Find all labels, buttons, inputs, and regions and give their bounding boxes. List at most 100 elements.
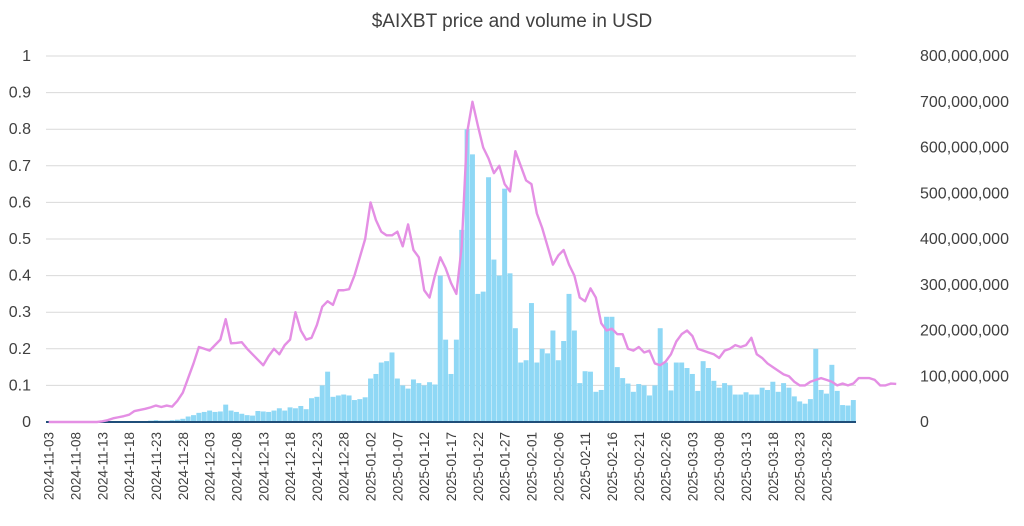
volume-bar	[271, 410, 277, 422]
volume-bar	[196, 412, 202, 422]
volume-bar	[598, 389, 604, 422]
volume-bar	[368, 378, 374, 422]
volume-bar	[679, 362, 685, 422]
volume-bar	[609, 316, 615, 422]
right-axis-ticks: 0 100,000,000 200,000,000 300,000,000 400,00…	[920, 48, 1009, 431]
volume-bar	[341, 394, 347, 422]
volume-bar	[641, 385, 647, 422]
volume-bar	[775, 391, 781, 422]
volume-bar	[351, 400, 357, 422]
volume-bars	[126, 129, 856, 423]
volume-bar	[357, 399, 363, 422]
x-tick-label: 2025-02-01	[524, 432, 539, 501]
volume-bar	[523, 360, 529, 422]
volume-bar	[453, 339, 459, 422]
x-tick-label: 2025-01-07	[390, 432, 405, 501]
x-tick-label: 2025-01-27	[498, 432, 513, 501]
volume-bar	[502, 188, 508, 422]
volume-bar	[362, 397, 368, 422]
volume-bar	[738, 394, 744, 422]
volume-bar	[287, 407, 293, 422]
chart-title: $AIXBT price and volume in USD	[372, 11, 653, 32]
right-tick-label: 800,000,000	[920, 48, 1009, 65]
x-tick-label: 2025-02-06	[551, 432, 566, 501]
volume-bar	[743, 392, 749, 422]
volume-bar	[405, 388, 411, 422]
volume-bar	[276, 408, 282, 422]
volume-bar	[518, 362, 524, 422]
x-tick-label: 2024-11-28	[176, 432, 191, 500]
left-tick-label: 0.4	[9, 268, 31, 285]
volume-bar	[765, 389, 770, 422]
x-tick-label: 2025-03-13	[739, 432, 754, 501]
volume-bar	[625, 383, 631, 422]
volume-bar	[834, 390, 840, 422]
volume-bar	[239, 413, 245, 422]
volume-bar	[266, 411, 272, 422]
volume-bar	[824, 393, 829, 422]
volume-bar	[566, 293, 572, 422]
right-tick-label: 300,000,000	[920, 277, 1009, 294]
volume-bar	[711, 380, 717, 422]
volume-bar	[845, 405, 851, 422]
volume-bar	[684, 368, 690, 422]
volume-bar	[394, 378, 400, 422]
x-tick-label: 2025-03-23	[793, 432, 808, 501]
x-tick-label: 2024-12-13	[256, 432, 271, 501]
x-tick-label: 2024-11-18	[122, 432, 137, 500]
volume-bar	[770, 381, 776, 422]
right-tick-label: 0	[920, 414, 929, 431]
volume-bar	[459, 229, 465, 422]
left-tick-label: 0.8	[9, 121, 31, 138]
volume-bar	[577, 383, 583, 422]
right-tick-label: 400,000,000	[920, 231, 1009, 248]
volume-bar	[695, 390, 701, 422]
volume-bar	[378, 362, 384, 422]
x-tick-label: 2025-01-17	[444, 432, 459, 501]
right-tick-label: 200,000,000	[920, 323, 1009, 340]
x-tick-label: 2024-12-18	[283, 432, 298, 501]
volume-bar	[748, 394, 754, 422]
volume-bar	[829, 364, 835, 422]
volume-bar	[657, 328, 663, 422]
volume-bar	[689, 373, 695, 422]
volume-bar	[212, 411, 218, 422]
x-tick-label: 2024-12-28	[337, 432, 352, 501]
x-tick-label: 2025-03-08	[712, 432, 727, 501]
x-tick-label: 2025-02-11	[578, 432, 593, 500]
volume-bar	[759, 387, 765, 422]
volume-bar	[786, 387, 792, 422]
volume-bar	[496, 275, 502, 422]
volume-bar	[620, 378, 626, 422]
volume-bar	[335, 395, 341, 422]
volume-bar	[587, 371, 593, 422]
volume-bar	[389, 352, 395, 422]
volume-bar	[223, 404, 229, 422]
x-axis-ticks: 2024-11-03 2024-11-08 2024-11-13 2024-11-18…	[42, 432, 835, 501]
volume-bar	[427, 382, 433, 422]
volume-bar	[534, 362, 540, 422]
volume-bar	[292, 408, 298, 422]
volume-bar	[207, 410, 213, 422]
volume-bar	[528, 303, 534, 422]
volume-bar	[512, 328, 518, 422]
volume-bar	[346, 395, 352, 422]
volume-bar	[416, 383, 422, 422]
x-tick-label: 2025-01-02	[364, 432, 379, 501]
right-tick-label: 100,000,000	[920, 368, 1009, 385]
x-tick-label: 2024-12-03	[203, 432, 218, 501]
volume-bar	[813, 348, 819, 422]
x-tick-label: 2025-01-12	[417, 432, 432, 501]
volume-bar	[319, 385, 325, 422]
volume-bar	[663, 362, 669, 422]
volume-bar	[561, 341, 567, 422]
volume-bar	[550, 330, 556, 422]
volume-bar	[571, 330, 577, 422]
volume-bar	[443, 339, 449, 422]
volume-bar	[781, 383, 787, 422]
volume-bar	[636, 384, 642, 422]
volume-bar	[732, 394, 738, 422]
volume-bar	[593, 391, 599, 422]
volume-bar	[754, 394, 760, 422]
